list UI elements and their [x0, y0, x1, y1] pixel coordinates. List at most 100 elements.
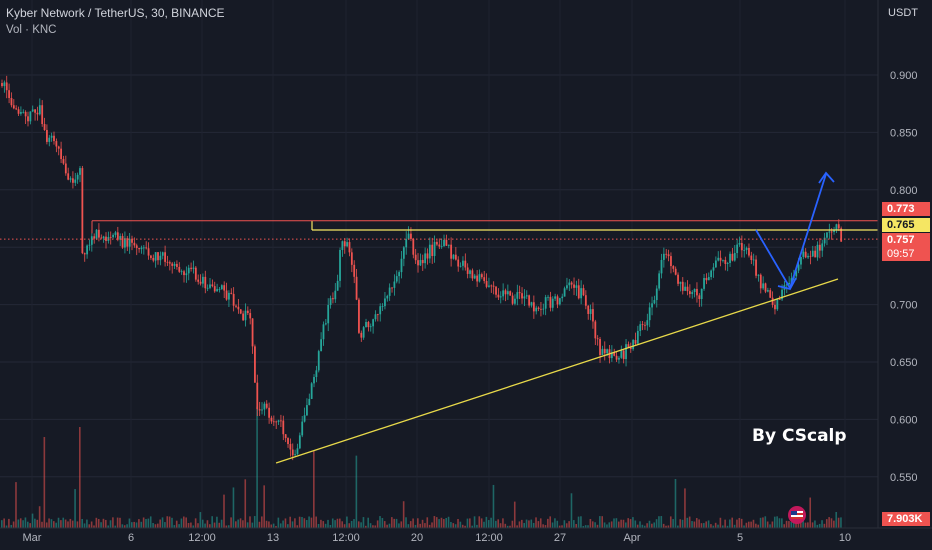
candle-body: [261, 409, 263, 411]
candle-body: [159, 255, 162, 261]
candle-body: [594, 321, 597, 339]
volume-bar: [97, 518, 100, 528]
candle-body: [561, 296, 564, 299]
volume-bar: [275, 525, 277, 528]
candle-body: [821, 243, 824, 251]
volume-bar: [570, 493, 573, 528]
volume-bar: [183, 516, 185, 528]
volume-bar: [348, 523, 351, 528]
volume-bar: [802, 520, 804, 528]
candle-body: [417, 260, 419, 266]
candle-body: [480, 274, 483, 278]
volume-indicator-label[interactable]: Vol · KNC: [6, 24, 57, 36]
volume-bar: [490, 517, 492, 528]
volume-bar: [123, 525, 126, 528]
volume-bar: [67, 521, 69, 528]
candle-body: [310, 383, 313, 399]
volume-bar: [365, 525, 367, 528]
candle-body: [696, 288, 698, 296]
volume-bar: [126, 524, 128, 528]
candle-body: [462, 260, 464, 266]
volume-bar: [71, 520, 74, 528]
candle-body: [105, 236, 107, 241]
candle-body: [320, 339, 323, 352]
volume-bar: [209, 524, 211, 528]
volume-bar: [674, 479, 677, 528]
candle-body: [317, 351, 320, 371]
volume-bar: [636, 524, 639, 528]
volume-bar: [814, 520, 816, 528]
candle-body: [620, 350, 623, 358]
candle-body: [90, 236, 93, 245]
volume-bar: [270, 524, 273, 528]
candle-body: [284, 434, 287, 439]
candle-body: [43, 124, 46, 130]
volume-bar: [230, 517, 232, 528]
x-axis-tick-label: 27: [554, 532, 566, 544]
volume-bar: [407, 524, 410, 528]
volume-bar: [244, 479, 247, 528]
candle-body: [376, 314, 379, 316]
candle-body: [514, 298, 516, 304]
symbol-title[interactable]: Kyber Network / TetherUS, 30, BINANCE: [6, 6, 225, 20]
volume-bar: [192, 525, 195, 528]
candle-body: [811, 250, 814, 257]
candle-body: [140, 247, 143, 250]
candle-body: [270, 417, 273, 422]
volume-bar: [518, 521, 521, 528]
candle-body: [535, 307, 538, 312]
us-flag-icon[interactable]: [788, 506, 806, 524]
volume-bar: [804, 522, 807, 528]
volume-bar: [88, 524, 91, 528]
volume-bar: [287, 524, 289, 528]
volume-bar: [128, 518, 131, 528]
volume-bar: [513, 501, 516, 528]
candle-body: [670, 256, 672, 267]
volume-bar: [457, 518, 459, 528]
candle-body: [246, 310, 249, 314]
candle-body: [421, 259, 424, 264]
volume-bar: [625, 522, 627, 528]
candle-body: [265, 403, 268, 408]
candle-body: [745, 247, 748, 250]
volume-bar: [294, 518, 296, 528]
candle-body: [582, 288, 585, 296]
volume-bar: [308, 516, 310, 528]
volume-bar: [438, 519, 440, 528]
candle-body: [710, 270, 713, 278]
volume-bar: [426, 517, 429, 528]
candle-body: [67, 173, 70, 180]
volume-bar: [738, 518, 741, 528]
volume-bar: [194, 518, 197, 528]
volume-bar: [686, 517, 689, 528]
candle-body: [5, 82, 8, 91]
candle-body: [27, 116, 29, 122]
volume-bar: [643, 525, 646, 528]
candle-body: [232, 293, 235, 306]
candle-body: [627, 344, 630, 348]
volume-bar: [119, 517, 121, 528]
volume-bar: [504, 523, 507, 528]
candle-body: [204, 276, 207, 289]
volume-bar: [223, 494, 225, 528]
candle-body: [400, 258, 403, 273]
support-trendline[interactable]: [275, 278, 839, 464]
volume-bar: [627, 518, 630, 528]
volume-bar: [733, 524, 736, 528]
volume-bar: [736, 519, 738, 528]
candle-body: [573, 284, 575, 288]
candle-body: [10, 97, 13, 106]
volume-bar: [830, 518, 833, 528]
candle-body: [157, 252, 159, 261]
volume-bar: [705, 521, 708, 528]
candle-body: [277, 420, 280, 422]
volume-bar: [152, 522, 154, 528]
volume-bar: [253, 516, 256, 528]
volume-bar: [788, 521, 790, 528]
volume-bar: [142, 517, 145, 528]
volume-bar: [235, 521, 237, 528]
candle-body: [164, 252, 167, 262]
volume-bar: [175, 520, 178, 528]
